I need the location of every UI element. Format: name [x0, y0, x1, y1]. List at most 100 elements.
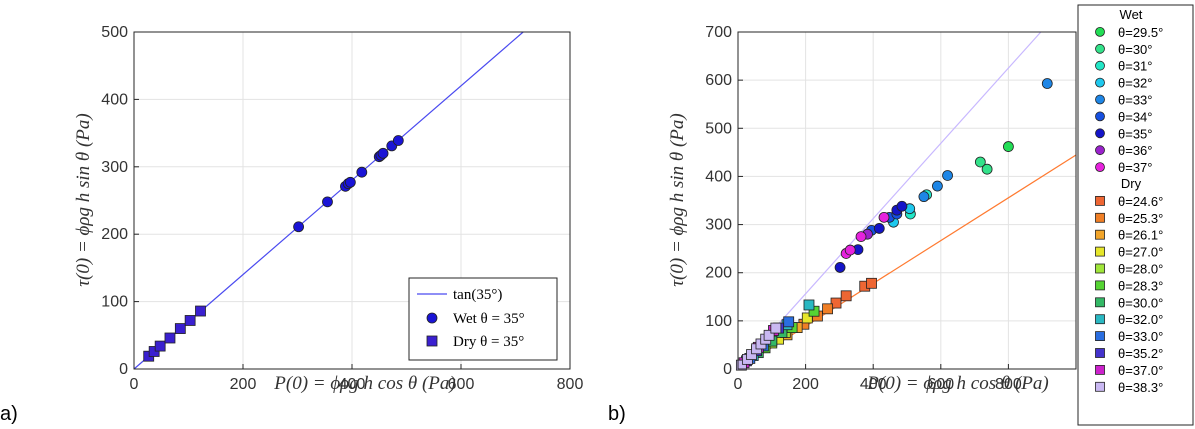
- y-tick-label: 300: [101, 159, 128, 176]
- data-point: [896, 200, 908, 212]
- panel-b-y-axis-label: τ(0) = ϕρg h sin θ (Pa): [667, 113, 688, 287]
- data-point: [918, 191, 930, 203]
- panel-a-y-axis-label: τ(0) = ϕρg h sin θ (Pa): [73, 113, 94, 287]
- legend-label: θ=27.0°: [1118, 245, 1163, 260]
- y-tick-label: 100: [705, 313, 732, 330]
- data-point: [1041, 78, 1053, 89]
- legend-label: θ=37.0°: [1118, 363, 1163, 378]
- y-tick-label: 400: [101, 91, 128, 108]
- legend-label: θ=28.3°: [1118, 278, 1163, 293]
- x-tick-label: 600: [927, 376, 954, 393]
- legend-marker: [1095, 26, 1105, 37]
- data-point: [878, 211, 890, 223]
- data-point: [763, 329, 775, 341]
- legend-marker: [1095, 94, 1105, 105]
- data-point: [822, 303, 833, 315]
- legend-label: θ=30.0°: [1118, 295, 1163, 310]
- legend-marker: [1095, 246, 1105, 257]
- legend-label: θ=31°: [1118, 59, 1152, 74]
- panel-b-axes-frame: [737, 31, 1077, 370]
- data-point: [174, 323, 186, 334]
- panel-b-lines: [737, 31, 1077, 370]
- data-point: [356, 166, 368, 178]
- legend-label: θ=32°: [1118, 76, 1152, 91]
- data-point: [834, 262, 846, 273]
- data-point: [801, 312, 813, 324]
- data-point: [844, 244, 856, 256]
- legend-group-header: Dry: [1121, 176, 1142, 191]
- legend-label: θ=24.6°: [1118, 194, 1163, 209]
- x-tick-label: 400: [860, 376, 887, 393]
- y-tick-label: 0: [119, 361, 128, 378]
- x-tick-label: 0: [734, 376, 743, 393]
- reference-line: [737, 154, 1077, 370]
- data-point: [195, 305, 206, 317]
- legend-label: θ=26.1°: [1118, 228, 1163, 243]
- legend-label: θ=38.3°: [1118, 380, 1163, 395]
- legend-label: θ=35.2°: [1118, 346, 1163, 361]
- data-point: [322, 196, 333, 208]
- legend-label: θ=32.0°: [1118, 312, 1163, 327]
- y-tick-label: 700: [705, 24, 732, 41]
- legend-marker: [426, 335, 438, 347]
- legend-marker: [426, 312, 438, 324]
- data-point: [942, 170, 953, 181]
- y-tick-label: 400: [705, 168, 732, 185]
- legend-marker: [1095, 162, 1105, 173]
- legend-label: θ=28.0°: [1118, 262, 1163, 277]
- legend-marker: [1095, 381, 1105, 392]
- x-tick-label: 200: [792, 376, 819, 393]
- data-point: [830, 297, 842, 309]
- legend-marker: [1095, 364, 1105, 375]
- legend-marker: [1095, 145, 1105, 156]
- legend-label: θ=33.0°: [1118, 329, 1163, 344]
- legend-label: θ=25.3°: [1118, 211, 1163, 226]
- panel-b-ticks: 0 200 400 600 800 0 100 200 300 400 500 600 700: [705, 24, 1022, 393]
- legend-marker: [1095, 314, 1105, 325]
- legend-marker: [1095, 60, 1105, 71]
- data-point: [840, 290, 852, 302]
- panel-b: 0 200 400 600 800 0 100 200 300 400 500 600 700 P(0)…: [608, 4, 1194, 426]
- y-tick-label: 100: [101, 294, 128, 311]
- data-point: [392, 135, 404, 146]
- data-point: [1003, 141, 1014, 152]
- data-point: [293, 221, 304, 233]
- panel-a-marks: [143, 135, 404, 362]
- y-tick-label: 500: [101, 24, 128, 41]
- x-tick-label: 0: [130, 376, 139, 393]
- legend-marker: [1095, 263, 1105, 274]
- legend-group-header: Wet: [1120, 7, 1143, 22]
- y-tick-label: 0: [723, 361, 732, 378]
- panel-a-ticks: 0 200 400 600 800 0 100 200 300 400 500: [101, 24, 583, 393]
- y-tick-label: 300: [705, 217, 732, 234]
- legend-marker: [1095, 195, 1105, 206]
- data-point: [735, 359, 747, 371]
- panel-b-marks: [735, 78, 1053, 371]
- y-tick-label: 600: [705, 72, 732, 89]
- x-tick-label: 800: [557, 376, 584, 393]
- legend-label: tan(35°): [453, 287, 502, 303]
- data-point: [377, 147, 389, 159]
- panel-b-label: b): [608, 403, 626, 425]
- reference-line: [737, 31, 1042, 370]
- panel-b-legend: Wet θ=29.5° θ=30° θ=31° θ=32° θ=33°θ=34° θ=35°…: [1077, 4, 1194, 426]
- data-point: [855, 231, 867, 243]
- data-point: [154, 340, 166, 352]
- data-point: [803, 299, 815, 311]
- panel-b-x-axis-label: P(0) = ϕρg h cos θ (Pa): [866, 373, 1048, 394]
- legend-label: θ=29.5°: [1118, 25, 1163, 40]
- legend-marker: [1095, 280, 1105, 291]
- legend-marker: [1095, 43, 1105, 54]
- legend-label: θ=37°: [1118, 160, 1152, 175]
- legend-label: θ=33°: [1118, 93, 1152, 108]
- legend-marker: [1095, 77, 1105, 88]
- data-point: [866, 277, 877, 289]
- legend-marker: [1095, 128, 1105, 139]
- legend-marker: [1095, 348, 1105, 358]
- x-tick-label: 600: [448, 376, 475, 393]
- legend-label: Wet θ = 35°: [453, 311, 525, 327]
- y-tick-label: 200: [101, 226, 128, 243]
- data-point: [770, 322, 782, 334]
- legend-label: Dry θ = 35°: [453, 334, 524, 350]
